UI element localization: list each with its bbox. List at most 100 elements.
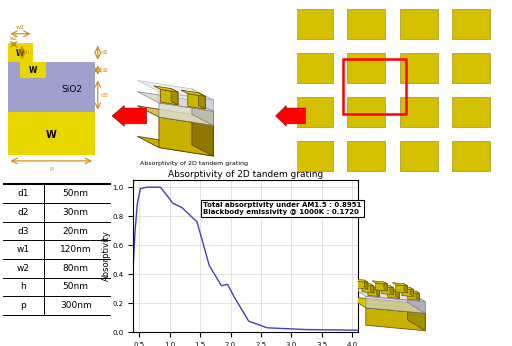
- Text: 80nm: 80nm: [63, 264, 89, 273]
- Bar: [20, 63, 46, 78]
- Text: 20nm: 20nm: [63, 227, 89, 236]
- Polygon shape: [181, 90, 205, 97]
- Polygon shape: [137, 136, 214, 156]
- Bar: [452, 97, 490, 127]
- Polygon shape: [161, 90, 178, 105]
- Text: d1: d1: [17, 189, 29, 198]
- Polygon shape: [370, 284, 374, 293]
- Polygon shape: [410, 288, 414, 297]
- Text: d1: d1: [101, 50, 109, 55]
- FancyArrow shape: [275, 106, 306, 126]
- Polygon shape: [388, 290, 399, 299]
- Bar: [347, 53, 385, 83]
- Text: d2: d2: [101, 67, 109, 73]
- Polygon shape: [378, 284, 394, 288]
- Bar: [343, 60, 406, 113]
- Polygon shape: [396, 289, 399, 299]
- Bar: [295, 141, 333, 171]
- Polygon shape: [352, 279, 368, 282]
- Bar: [295, 53, 333, 83]
- Polygon shape: [384, 288, 399, 291]
- Polygon shape: [408, 291, 425, 313]
- Polygon shape: [416, 291, 419, 300]
- Bar: [295, 9, 333, 39]
- Polygon shape: [365, 286, 380, 290]
- Polygon shape: [398, 286, 414, 290]
- Text: h: h: [25, 50, 29, 55]
- Polygon shape: [404, 284, 408, 293]
- Text: 30nm: 30nm: [63, 208, 89, 217]
- Polygon shape: [372, 281, 388, 284]
- Polygon shape: [137, 106, 214, 126]
- Title: Absorptivity of 2D tandem grating: Absorptivity of 2D tandem grating: [168, 170, 324, 179]
- Polygon shape: [408, 302, 425, 331]
- Polygon shape: [198, 93, 205, 109]
- Polygon shape: [402, 289, 414, 297]
- Text: w2: w2: [10, 36, 18, 41]
- Bar: [400, 97, 438, 127]
- Polygon shape: [348, 285, 425, 302]
- Text: W: W: [16, 49, 24, 58]
- Text: SiO2: SiO2: [61, 85, 83, 94]
- Text: p: p: [20, 301, 26, 310]
- Bar: [8, 43, 33, 63]
- Bar: [347, 97, 385, 127]
- Text: 300nm: 300nm: [60, 301, 92, 310]
- Bar: [347, 141, 385, 171]
- Polygon shape: [364, 280, 368, 289]
- Text: h: h: [20, 282, 26, 291]
- Text: 120nm: 120nm: [60, 245, 92, 254]
- Text: d2: d2: [17, 208, 29, 217]
- Text: W: W: [29, 65, 37, 75]
- Text: d3: d3: [17, 227, 29, 236]
- Polygon shape: [348, 297, 425, 313]
- Polygon shape: [192, 114, 214, 156]
- Polygon shape: [188, 94, 205, 109]
- FancyArrow shape: [112, 106, 146, 126]
- Bar: [452, 9, 490, 39]
- Bar: [8, 63, 95, 112]
- Polygon shape: [368, 289, 380, 297]
- Polygon shape: [376, 288, 380, 297]
- Polygon shape: [137, 80, 214, 100]
- Text: Total absorptivity under AM1.5 : 0.8951
Blackbody emissivity @ 1000K : 0.1720: Total absorptivity under AM1.5 : 0.8951 …: [203, 202, 361, 215]
- Text: 50nm: 50nm: [63, 282, 89, 291]
- Bar: [400, 53, 438, 83]
- Polygon shape: [404, 290, 419, 293]
- Bar: [452, 53, 490, 83]
- Text: w1: w1: [16, 25, 25, 30]
- Bar: [295, 97, 333, 127]
- Text: w1: w1: [16, 245, 29, 254]
- Bar: [347, 9, 385, 39]
- Text: p: p: [49, 166, 53, 171]
- Text: d3: d3: [101, 92, 109, 98]
- Polygon shape: [159, 103, 214, 126]
- Y-axis label: Absorptivity: Absorptivity: [102, 231, 111, 281]
- Polygon shape: [358, 283, 374, 286]
- Bar: [400, 141, 438, 171]
- Polygon shape: [192, 89, 214, 111]
- Polygon shape: [154, 86, 178, 92]
- Polygon shape: [381, 287, 394, 295]
- Polygon shape: [408, 292, 419, 300]
- Polygon shape: [366, 296, 425, 313]
- Text: Absorptivity of 2D tandem grating: Absorptivity of 2D tandem grating: [140, 161, 248, 166]
- Polygon shape: [362, 285, 374, 293]
- Polygon shape: [366, 308, 425, 331]
- Polygon shape: [384, 282, 388, 291]
- Polygon shape: [376, 283, 388, 291]
- Polygon shape: [392, 283, 408, 286]
- Polygon shape: [356, 281, 368, 289]
- Polygon shape: [396, 285, 408, 293]
- Text: 50nm: 50nm: [63, 189, 89, 198]
- Polygon shape: [159, 117, 214, 156]
- Bar: [8, 112, 95, 155]
- Polygon shape: [390, 285, 394, 295]
- Bar: [452, 141, 490, 171]
- Text: w2: w2: [16, 264, 29, 273]
- Text: W: W: [46, 130, 56, 140]
- Polygon shape: [192, 100, 214, 126]
- Polygon shape: [137, 92, 214, 111]
- Polygon shape: [171, 89, 178, 105]
- Polygon shape: [159, 92, 214, 111]
